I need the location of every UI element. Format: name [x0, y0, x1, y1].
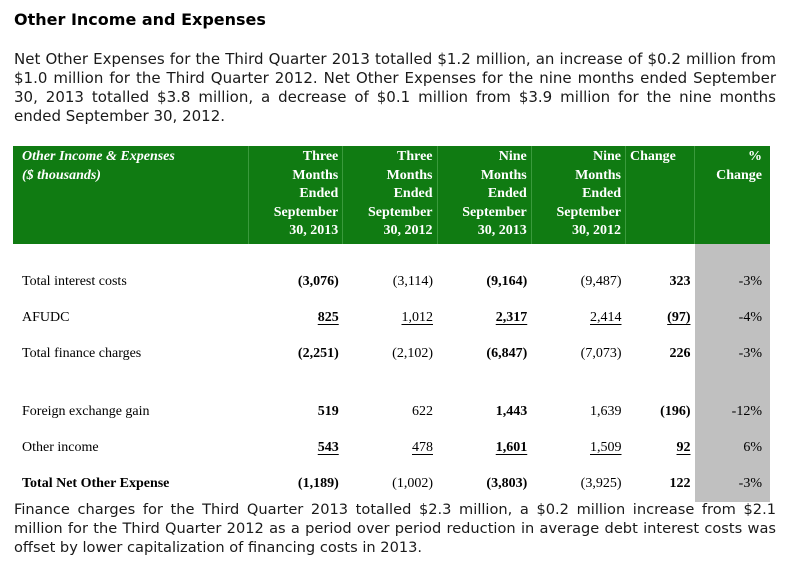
cell-value: 1,601: [495, 439, 528, 455]
cell-pct-change: -3%: [694, 335, 770, 372]
cell-change: 92: [626, 430, 695, 466]
cell-ytd-2013: 2,317: [437, 300, 531, 336]
header-text: Three: [396, 149, 433, 164]
cell-change: (97): [626, 300, 695, 336]
header-text: Months: [386, 167, 433, 183]
table-row: Total finance charges (2,251) (2,102) (6…: [13, 335, 770, 372]
header-text: Change: [716, 167, 762, 183]
cell-q3-2012: 1,012: [343, 300, 437, 336]
cell-ytd-2012: 2,414: [531, 300, 625, 336]
row-label: Foreign exchange gain: [22, 403, 150, 419]
table-row: Total interest costs (3,076) (3,114) (9,…: [13, 243, 770, 300]
header-text: Nine: [593, 149, 621, 164]
header-text: 30, 2013: [477, 223, 527, 238]
cell-change: (196): [660, 403, 691, 419]
header-label: Other Income & Expenses ($ thousands): [13, 146, 249, 244]
header-text: %: [748, 149, 762, 164]
cell-change: 323: [669, 273, 691, 289]
header-ytd-2013: Nine Months Ended September 30, 2013: [436, 146, 532, 244]
cell-value: 2,414: [590, 309, 622, 325]
cell-ytd-2012: (7,073): [580, 345, 622, 361]
cell-q3-2013: (1,189): [297, 475, 339, 491]
cell-value: 478: [412, 439, 433, 455]
cell-pct-change: -4%: [694, 299, 770, 336]
cell-q3-2013: (3,076): [297, 273, 339, 289]
header-text: Ended: [299, 186, 339, 201]
cell-q3-2012: (3,114): [392, 273, 433, 289]
row-label: Other income: [22, 439, 99, 455]
cell-ytd-2013: 1,601: [437, 430, 531, 466]
cell-pct-change: 6%: [694, 429, 770, 466]
header-text: September: [273, 204, 339, 220]
table-row: Foreign exchange gain 519 622 1,443 1,63…: [13, 393, 770, 430]
row-label: Total finance charges: [22, 345, 142, 361]
cell-ytd-2012: 1,509: [531, 430, 625, 466]
header-text: September: [556, 204, 621, 220]
cell-q3-2012: 622: [412, 403, 433, 419]
intro-paragraph: Net Other Expenses for the Third Quarter…: [14, 50, 776, 125]
cell-pct-change: -12%: [694, 393, 770, 430]
cell-change: 226: [669, 345, 691, 361]
cell-value: 825: [317, 309, 339, 325]
other-income-expenses-table: Other Income & Expenses ($ thousands) Th…: [13, 146, 770, 502]
spacer-pct-cell: [694, 371, 770, 394]
cell-q3-2012: 478: [343, 430, 437, 466]
cell-change: 122: [669, 475, 691, 491]
header-text: 30, 2013: [289, 223, 339, 238]
cell-value: 1,509: [590, 439, 622, 455]
cell-value: 92: [676, 439, 691, 455]
header-ytd-2012: Nine Months Ended September 30, 2012: [530, 146, 626, 244]
header-text: September: [367, 204, 433, 220]
header-text: Months: [292, 167, 339, 183]
cell-pct-change: -3%: [694, 465, 770, 502]
cell-value: 2,317: [495, 309, 528, 325]
header-text: Ended: [393, 186, 433, 201]
table-header-row: Other Income & Expenses ($ thousands) Th…: [13, 146, 770, 244]
cell-ytd-2013: (6,847): [486, 345, 528, 361]
row-label: AFUDC: [22, 309, 70, 325]
header-text: Months: [480, 167, 527, 183]
cell-q3-2013: 543: [249, 430, 343, 466]
header-text: Nine: [498, 149, 527, 164]
header-change: Change: [625, 146, 695, 244]
cell-q3-2013: 519: [317, 403, 339, 419]
header-q3-2013: Three Months Ended September 30, 2013: [247, 146, 343, 244]
cell-value: 1,012: [401, 309, 434, 325]
cell-pct-change: -3%: [694, 243, 770, 300]
table-row: Other income 543 478 1,601 1,509 92 6%: [13, 429, 770, 466]
cell-q3-2012: (1,002): [392, 475, 433, 491]
closing-paragraph: Finance charges for the Third Quarter 20…: [14, 501, 776, 556]
header-text: September: [462, 204, 527, 220]
header-text: Ended: [487, 186, 527, 201]
cell-value: (97): [667, 309, 691, 325]
cell-ytd-2013: (3,803): [486, 475, 528, 491]
header-text: Ended: [582, 186, 621, 201]
spacer-cell: [13, 372, 695, 394]
cell-ytd-2013: (9,164): [486, 273, 528, 289]
cell-ytd-2013: 1,443: [495, 403, 528, 419]
header-q3-2012: Three Months Ended September 30, 2012: [342, 146, 437, 244]
header-pct-change: % Change: [694, 146, 770, 244]
cell-ytd-2012: (3,925): [580, 475, 622, 491]
section-title: Other Income and Expenses: [14, 10, 266, 29]
cell-q3-2012: (2,102): [392, 345, 433, 361]
cell-ytd-2012: (9,487): [580, 273, 622, 289]
header-text: 30, 2012: [572, 223, 621, 238]
cell-q3-2013: 825: [249, 300, 343, 336]
row-label: Total interest costs: [22, 273, 127, 289]
header-text: Months: [575, 167, 621, 183]
spacer-row: [13, 371, 770, 394]
header-label-line1: Other Income & Expenses: [22, 149, 175, 164]
row-label: Total Net Other Expense: [22, 475, 170, 491]
table-row: AFUDC 825 1,012 2,317 2,414 (97) -4%: [13, 299, 770, 336]
cell-value: 543: [317, 439, 339, 455]
header-text: Three: [302, 149, 339, 164]
cell-ytd-2012: 1,639: [590, 403, 622, 419]
table-row-total: Total Net Other Expense (1,189) (1,002) …: [13, 465, 770, 502]
header-label-line2: ($ thousands): [22, 167, 101, 183]
header-text: 30, 2012: [383, 223, 433, 238]
cell-q3-2013: (2,251): [297, 345, 339, 361]
